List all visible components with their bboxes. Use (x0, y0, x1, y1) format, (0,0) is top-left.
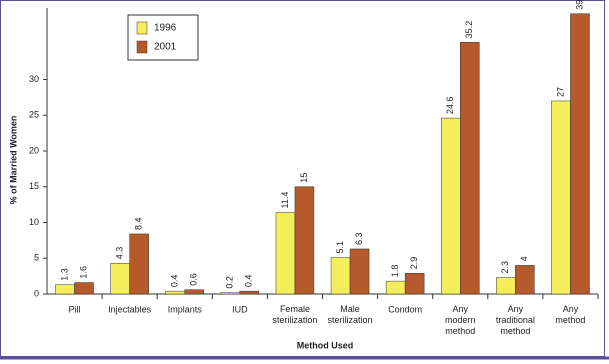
bar (349, 248, 370, 295)
data-label: 1.8 (390, 265, 400, 278)
label-line: traditional (496, 315, 535, 325)
bar (165, 290, 185, 295)
label-line: method (500, 326, 530, 336)
y-tick-label: 10 (29, 217, 39, 227)
x-axis-label: Method Used (297, 340, 354, 350)
legend-swatch (136, 21, 148, 35)
x-tick-label: Pill (69, 304, 81, 314)
data-label: 11.4 (280, 192, 290, 209)
bar (515, 265, 535, 295)
bar (330, 257, 351, 295)
data-label: 1.6 (78, 266, 88, 279)
bar (570, 13, 590, 295)
y-tick-label: 25 (29, 110, 39, 120)
label-line: Any (452, 304, 468, 314)
data-label: 0.4 (244, 275, 254, 288)
bar (404, 273, 425, 295)
legend-swatch (136, 40, 148, 54)
bar (275, 212, 296, 295)
bar (551, 100, 571, 295)
label-line: Any (563, 304, 579, 314)
x-tick-label: Any modern method (445, 304, 476, 336)
label-line: Female (280, 304, 310, 314)
label-line: sterilization (272, 315, 317, 325)
data-label: 5.1 (335, 241, 345, 254)
bar (441, 117, 461, 295)
label-line: modern (445, 315, 476, 325)
label-line: Any (508, 304, 524, 314)
bar (385, 280, 406, 295)
data-label: 15 (299, 173, 309, 183)
label-line: method (555, 315, 585, 325)
y-axis-label: % of Married Women (8, 116, 18, 205)
y-tick-label: 20 (29, 145, 39, 155)
data-label: 27 (555, 87, 565, 97)
bar (184, 289, 204, 295)
x-tick-label: Implants (168, 304, 203, 314)
legend: 1996 2001 (127, 14, 199, 61)
data-label: 4.3 (115, 247, 125, 260)
bar (460, 42, 480, 295)
x-tick-label: Female sterilization (272, 304, 317, 325)
legend-label: 2001 (154, 42, 177, 53)
data-label: 6.3 (354, 232, 364, 245)
y-tick-label: 0 (34, 288, 39, 298)
data-label: 2.3 (500, 261, 510, 274)
data-label: 0.2 (225, 276, 235, 289)
data-label: 1.3 (59, 268, 69, 281)
x-tick-label: Any method (555, 304, 585, 325)
bar (239, 290, 260, 295)
label-line: method (445, 326, 475, 336)
x-tick-label: IUD (232, 304, 248, 314)
x-tick-label: Condom (388, 304, 422, 314)
bar (496, 277, 516, 295)
data-label: 4 (519, 256, 529, 261)
y-tick-label: 15 (29, 181, 39, 191)
bar (220, 292, 241, 295)
data-label: 39.2 (574, 0, 584, 10)
data-label: 0.4 (170, 275, 180, 288)
y-tick-label: 5 (34, 253, 39, 263)
bar (55, 284, 75, 295)
data-label: 35.2 (464, 21, 474, 39)
bar (110, 263, 130, 295)
legend-label: 1996 (154, 23, 177, 34)
data-label: 0.6 (189, 273, 199, 286)
data-label: 24.6 (445, 97, 455, 115)
bar (129, 233, 149, 295)
x-tick-label: Injectables (108, 304, 152, 314)
data-label: 2.9 (409, 257, 419, 270)
y-tick-label: 30 (29, 74, 39, 84)
bar (74, 282, 94, 295)
label-line: sterilization (328, 315, 373, 325)
label-line: Male (340, 304, 360, 314)
data-label: 8.4 (134, 217, 144, 230)
x-tick-label: Male sterilization (328, 304, 373, 325)
bar (294, 186, 315, 295)
x-tick-label: Any traditional method (496, 304, 535, 336)
